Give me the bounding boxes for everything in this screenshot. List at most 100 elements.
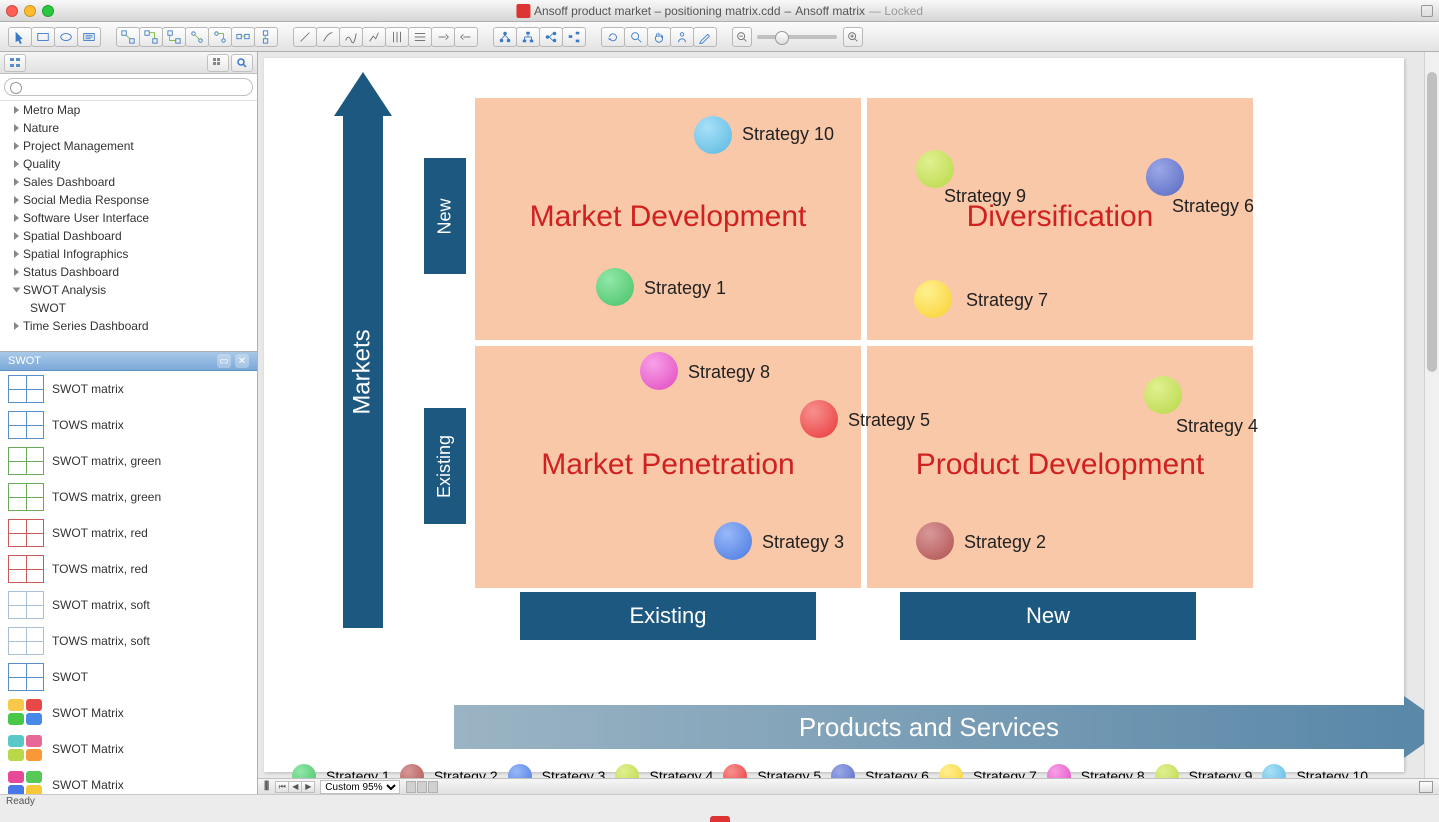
sheet-handle-icon[interactable]: ⦀ — [264, 779, 269, 794]
shape-item[interactable]: TOWS matrix, soft — [0, 623, 257, 659]
line-tool-1[interactable] — [293, 27, 317, 47]
strategy-bubble[interactable] — [916, 150, 954, 188]
shape-item[interactable]: TOWS matrix, green — [0, 479, 257, 515]
line-tool-7[interactable] — [431, 27, 455, 47]
strategy-bubble[interactable] — [1146, 158, 1184, 196]
x-axis-arrow: Products and Services — [454, 696, 1439, 758]
hierarchy-tool-3[interactable] — [539, 27, 563, 47]
tree-item[interactable]: Time Series Dashboard — [0, 317, 257, 335]
tree-item[interactable]: Spatial Infographics — [0, 245, 257, 263]
edit-tool[interactable] — [693, 27, 717, 47]
tree-item[interactable]: Project Management — [0, 137, 257, 155]
line-tool-3[interactable] — [339, 27, 363, 47]
zoom-button[interactable] — [42, 5, 54, 17]
sidebar-tabs — [0, 52, 257, 74]
pointer-tool[interactable] — [8, 27, 32, 47]
text-tool[interactable] — [77, 27, 101, 47]
strategy-bubble[interactable] — [596, 268, 634, 306]
tree-item[interactable]: SWOT Analysis — [0, 281, 257, 299]
strategy-label: Strategy 7 — [966, 290, 1048, 311]
shape-item[interactable]: SWOT — [0, 659, 257, 695]
pan-tool[interactable] — [647, 27, 671, 47]
strategy-bubble[interactable] — [694, 116, 732, 154]
tree-item[interactable]: Software User Interface — [0, 209, 257, 227]
shape-item[interactable]: TOWS matrix — [0, 407, 257, 443]
rotate-tool[interactable] — [601, 27, 625, 47]
sidebar-search — [0, 74, 257, 101]
next-page-button[interactable]: ▶ — [301, 781, 315, 793]
line-tool-8[interactable] — [454, 27, 478, 47]
shapes-panel-header[interactable]: SWOT ▭✕ — [0, 351, 257, 371]
strategy-bubble[interactable] — [916, 522, 954, 560]
canvas-area: MarketsNewExistingMarket DevelopmentDive… — [258, 52, 1439, 794]
first-page-button[interactable]: ⏮ — [275, 781, 289, 793]
connector-tool-2[interactable] — [139, 27, 163, 47]
shape-item[interactable]: SWOT matrix — [0, 371, 257, 407]
canvas-viewport[interactable]: MarketsNewExistingMarket DevelopmentDive… — [258, 52, 1439, 778]
hierarchy-tool-4[interactable] — [562, 27, 586, 47]
connector-tool-7[interactable] — [254, 27, 278, 47]
panel-close-icon[interactable]: ✕ — [235, 354, 249, 368]
shape-item[interactable]: SWOT Matrix — [0, 695, 257, 731]
dock-indicator — [710, 816, 730, 822]
tree-item[interactable]: Social Media Response — [0, 191, 257, 209]
strategy-bubble[interactable] — [914, 280, 952, 318]
strategy-bubble[interactable] — [640, 352, 678, 390]
document-icon — [516, 4, 530, 18]
shape-item[interactable]: SWOT Matrix — [0, 731, 257, 767]
sidebar-tab-grid[interactable] — [207, 54, 229, 72]
view-mode-icon[interactable] — [1419, 781, 1433, 793]
strategy-bubble[interactable] — [714, 522, 752, 560]
shape-item[interactable]: SWOT Matrix — [0, 767, 257, 794]
shape-item[interactable]: TOWS matrix, red — [0, 551, 257, 587]
strategy-bubble[interactable] — [1144, 376, 1182, 414]
magnify-tool[interactable] — [624, 27, 648, 47]
tree-item[interactable]: Nature — [0, 119, 257, 137]
shapes-list[interactable]: SWOT matrixTOWS matrixSWOT matrix, green… — [0, 371, 257, 794]
zoom-select[interactable]: Custom 95% — [320, 780, 400, 794]
panel-pin-icon[interactable]: ▭ — [217, 354, 231, 368]
prev-page-button[interactable]: ◀ — [288, 781, 302, 793]
connector-tool-6[interactable] — [231, 27, 255, 47]
tree-item[interactable]: Status Dashboard — [0, 263, 257, 281]
zoom-track[interactable] — [757, 35, 837, 39]
line-tool-6[interactable] — [408, 27, 432, 47]
hierarchy-tool-2[interactable] — [516, 27, 540, 47]
shape-item[interactable]: SWOT matrix, red — [0, 515, 257, 551]
line-tool-5[interactable] — [385, 27, 409, 47]
person-tool[interactable] — [670, 27, 694, 47]
tree-item[interactable]: Spatial Dashboard — [0, 227, 257, 245]
line-tool-4[interactable] — [362, 27, 386, 47]
close-button[interactable] — [6, 5, 18, 17]
tree-item[interactable]: Quality — [0, 155, 257, 173]
library-tree[interactable]: Metro MapNatureProject ManagementQuality… — [0, 101, 257, 351]
zoom-out-button[interactable] — [732, 27, 752, 47]
document-name: Ansoff product market – positioning matr… — [534, 4, 781, 18]
strategy-bubble[interactable] — [800, 400, 838, 438]
strategy-label: Strategy 3 — [762, 532, 844, 553]
fullscreen-icon[interactable] — [1421, 5, 1433, 17]
legend: Strategy 1Strategy 2Strategy 3Strategy 4… — [292, 764, 1368, 778]
connector-tool-3[interactable] — [162, 27, 186, 47]
y-axis-label: New — [424, 158, 466, 274]
shape-item[interactable]: SWOT matrix, green — [0, 443, 257, 479]
zoom-in-button[interactable] — [843, 27, 863, 47]
diagram-page[interactable]: MarketsNewExistingMarket DevelopmentDive… — [264, 58, 1404, 772]
sidebar-tab-search[interactable] — [231, 54, 253, 72]
line-tool-2[interactable] — [316, 27, 340, 47]
sidebar-tab-tree[interactable] — [4, 54, 26, 72]
page-tabs[interactable] — [406, 781, 438, 793]
tree-item[interactable]: Sales Dashboard — [0, 173, 257, 191]
tree-item[interactable]: Metro Map — [0, 101, 257, 119]
minimize-button[interactable] — [24, 5, 36, 17]
connector-tool-4[interactable] — [185, 27, 209, 47]
connector-tool-5[interactable] — [208, 27, 232, 47]
tree-item[interactable]: SWOT — [0, 299, 257, 317]
rect-tool[interactable] — [31, 27, 55, 47]
connector-tool-1[interactable] — [116, 27, 140, 47]
shape-item[interactable]: SWOT matrix, soft — [0, 587, 257, 623]
ellipse-tool[interactable] — [54, 27, 78, 47]
hierarchy-tool-1[interactable] — [493, 27, 517, 47]
sidebar-search-input[interactable] — [4, 78, 253, 96]
vertical-scrollbar[interactable] — [1424, 52, 1439, 778]
